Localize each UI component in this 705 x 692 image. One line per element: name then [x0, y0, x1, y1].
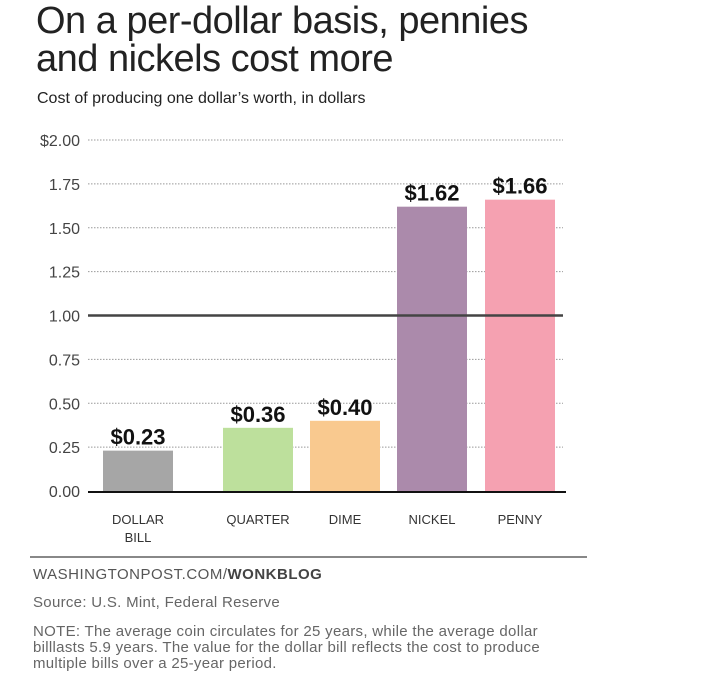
y-tick-label: 0.75	[49, 352, 80, 369]
y-tick-label: 0.25	[49, 440, 80, 457]
x-tick-label: PENNY	[498, 512, 543, 527]
data-label: $0.23	[110, 425, 165, 450]
chart-title: On a per-dollar basis, pennies and nicke…	[36, 0, 528, 80]
y-tick-label: 1.25	[49, 265, 80, 282]
y-tick-label: 1.00	[49, 309, 80, 326]
y-tick-label: $2.00	[40, 133, 80, 150]
bar-chart: 0.00 0.25 0.50 0.75 1.00 1.25 1.50 1.75 $2.00 $0.…	[40, 133, 566, 545]
y-tick-label: 1.50	[49, 221, 80, 238]
y-tick-label: 0.50	[49, 396, 80, 413]
source-note: Source: U.S. Mint, Federal Reserve	[33, 594, 280, 611]
x-tick-label: QUARTER	[226, 512, 289, 527]
x-tick-label: NICKEL	[409, 512, 456, 527]
bar-dollar-bill	[103, 450, 173, 491]
y-tick-label: 1.75	[49, 177, 80, 194]
x-tick-label: BILL	[125, 530, 152, 545]
bar-penny	[485, 199, 555, 492]
chart-subtitle: Cost of producing one dollar’s worth, in…	[37, 90, 366, 107]
bar-quarter	[223, 427, 293, 491]
bar-nickel	[397, 206, 467, 491]
credit-site: WASHINGTONPOST.COM/	[33, 566, 228, 583]
x-tick-label: DIME	[329, 512, 362, 527]
x-tick-label: DOLLAR	[112, 512, 164, 527]
bar-dime	[310, 420, 380, 491]
data-label: $0.36	[230, 402, 285, 427]
data-label: $0.40	[317, 395, 372, 420]
y-tick-label: 0.00	[49, 484, 80, 501]
credit: WASHINGTONPOST.COM/WONKBLOG	[33, 566, 322, 583]
footnote: NOTE: The average coin circulates for 25…	[33, 623, 541, 672]
credit-blog: WONKBLOG	[227, 566, 323, 583]
data-label: $1.66	[492, 174, 547, 199]
footer-divider	[30, 556, 587, 558]
data-label: $1.62	[404, 181, 459, 206]
